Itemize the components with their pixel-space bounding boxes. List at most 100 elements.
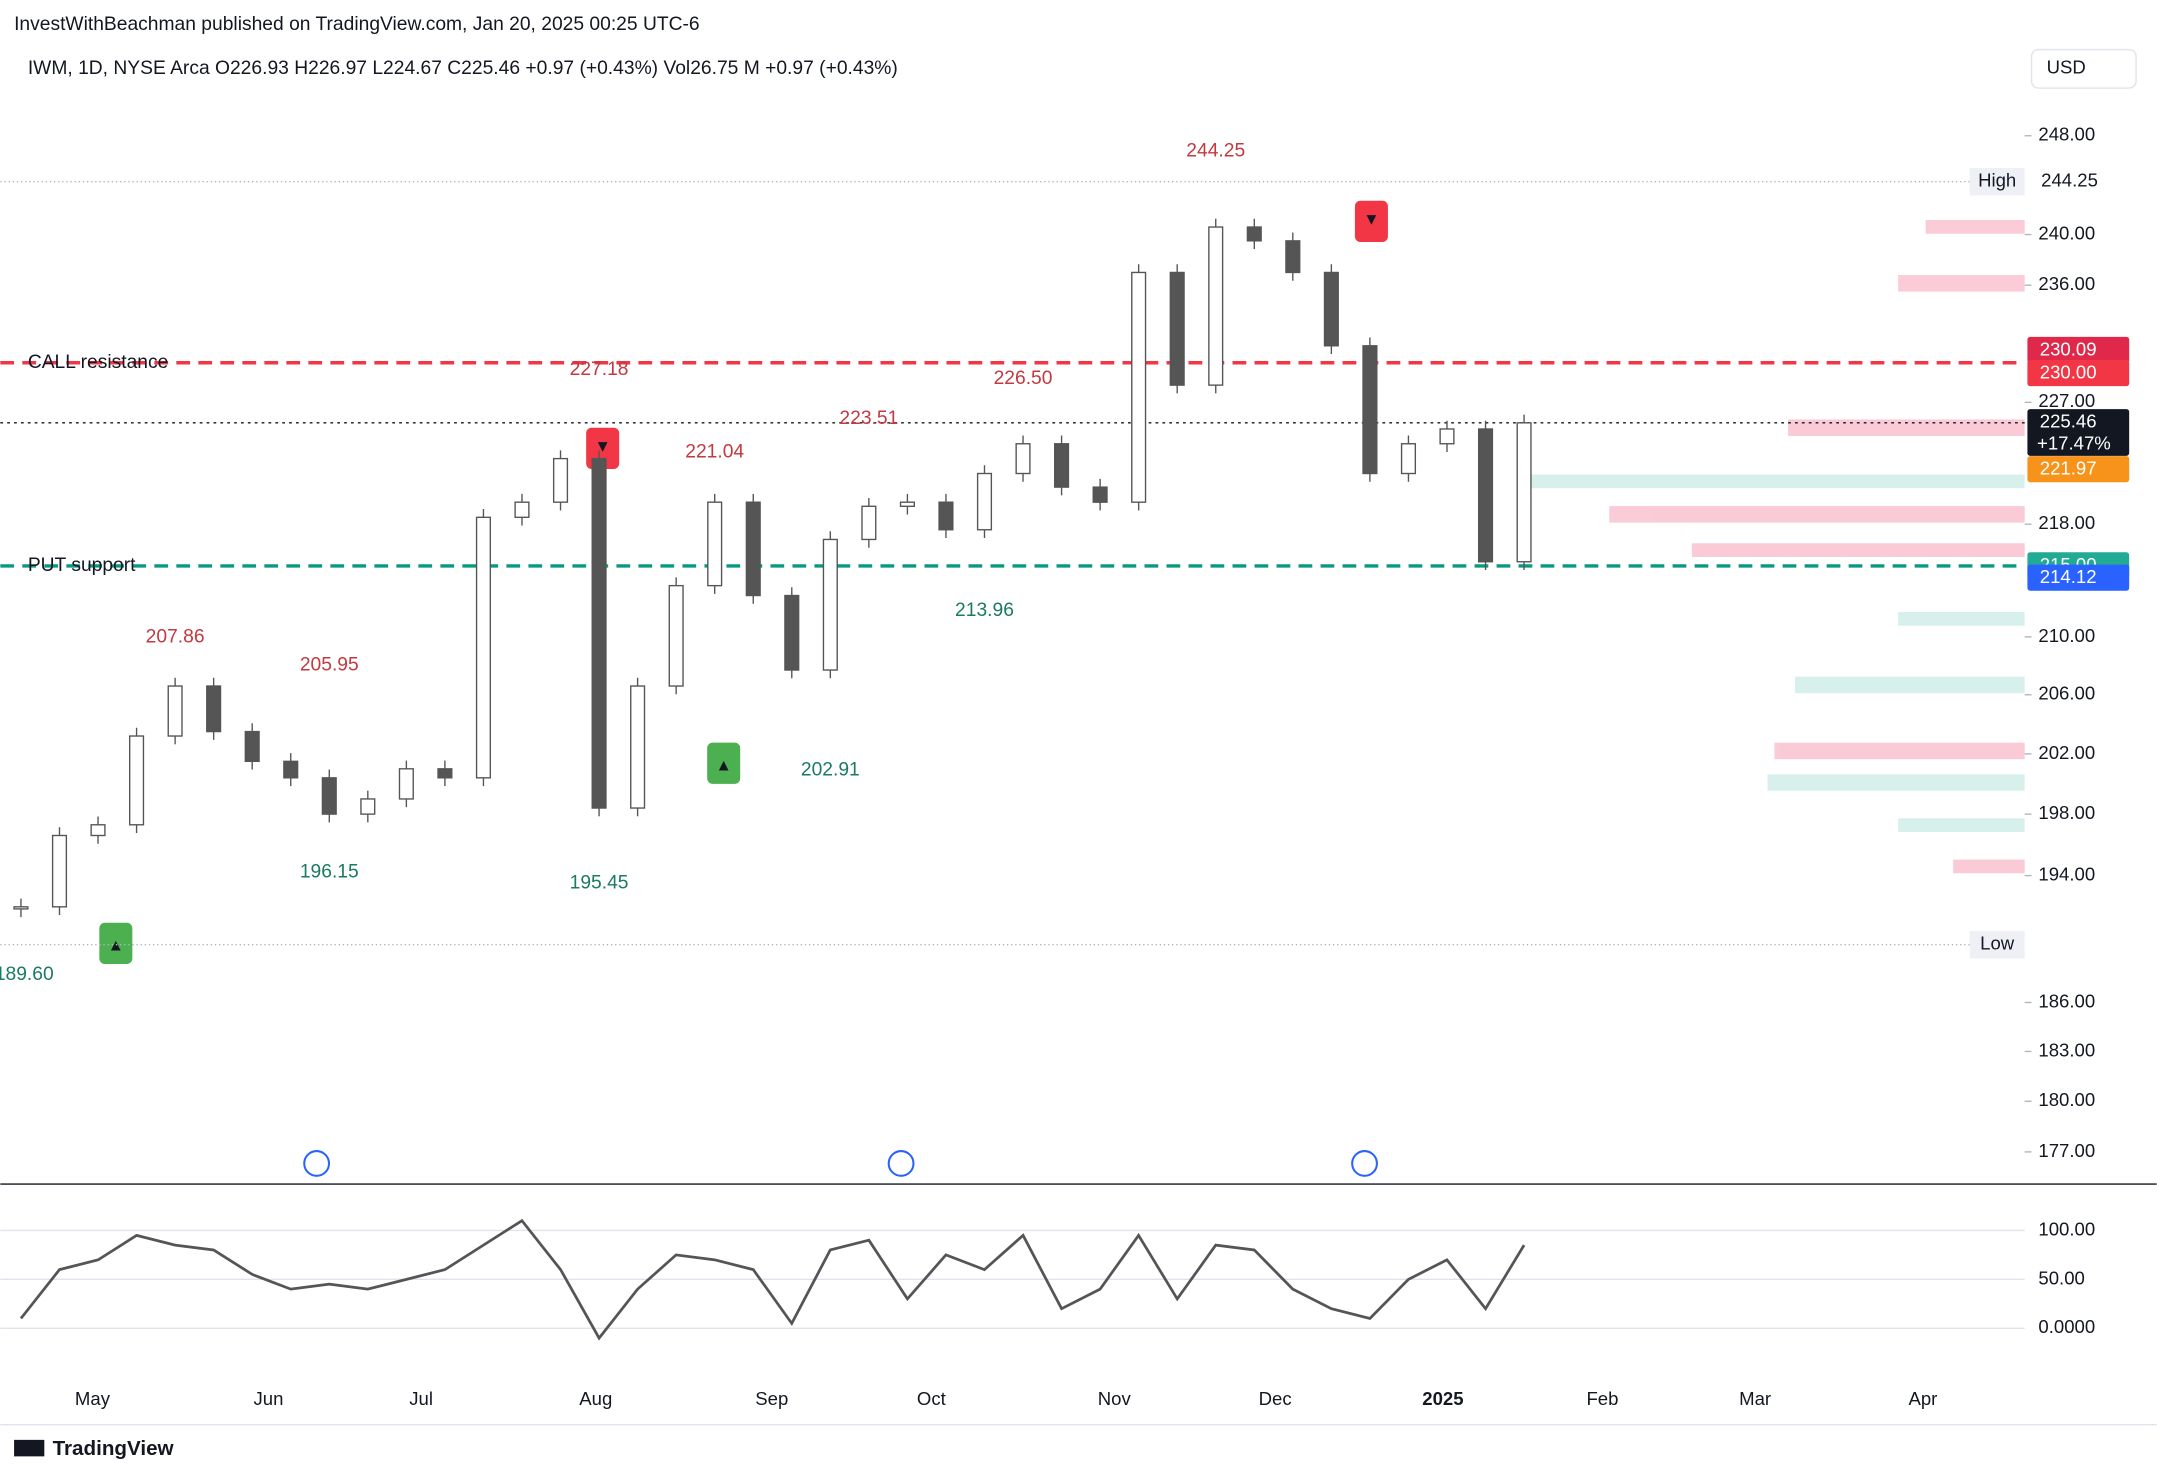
level-label: PUT support bbox=[28, 555, 136, 576]
price-annotation: 207.86 bbox=[146, 627, 205, 648]
x-tick-label: 2025 bbox=[1422, 1388, 1463, 1409]
x-tick-label: Jun bbox=[254, 1388, 284, 1409]
candle bbox=[1516, 422, 1532, 563]
logo bbox=[14, 1439, 45, 1457]
price-annotation: 227.18 bbox=[570, 359, 629, 380]
x-tick-label: Aug bbox=[579, 1388, 612, 1409]
osc-tick-label: 100.00 bbox=[2038, 1218, 2095, 1239]
high-tag bbox=[1969, 167, 2025, 196]
osc-tick-label: 0.0000 bbox=[2038, 1316, 2095, 1337]
candle bbox=[861, 505, 877, 541]
y-tick-label: 227.00 bbox=[2038, 390, 2095, 411]
y-tick-label: 186.00 bbox=[2038, 990, 2095, 1011]
y-tick-label: 198.00 bbox=[2038, 802, 2095, 823]
price-tag-change: +17.47% bbox=[2037, 433, 2111, 454]
y-tick-label: 206.00 bbox=[2038, 683, 2095, 704]
candle bbox=[13, 906, 29, 910]
price-annotation: 195.45 bbox=[570, 873, 629, 894]
candle bbox=[321, 777, 337, 815]
candle bbox=[244, 730, 260, 763]
price-tag bbox=[2027, 409, 2130, 456]
candle bbox=[899, 501, 915, 507]
candle bbox=[360, 798, 376, 815]
price-annotation: 196.15 bbox=[300, 862, 359, 883]
candle bbox=[1362, 345, 1378, 475]
svg-text:▲: ▲ bbox=[716, 756, 732, 774]
oscillator-line bbox=[19, 1218, 1526, 1341]
high-label: High bbox=[1978, 170, 2016, 191]
publisher: InvestWithBeachman published on TradingV… bbox=[14, 14, 700, 35]
x-tick-label: Jul bbox=[409, 1388, 433, 1409]
y-tick-label: 177.00 bbox=[2038, 1140, 2095, 1161]
price-annotation: 244.25 bbox=[1186, 140, 1245, 161]
x-tick-label: Apr bbox=[1908, 1388, 1937, 1409]
low-tag bbox=[1969, 930, 2025, 959]
y-tick-label: 194.00 bbox=[2038, 864, 2095, 885]
x-tick-label: May bbox=[75, 1388, 111, 1409]
candle bbox=[707, 501, 723, 587]
candle bbox=[976, 472, 993, 531]
y-tick-label: 236.00 bbox=[2038, 273, 2095, 294]
price-annotation: 202.91 bbox=[801, 760, 860, 781]
dividend-markers bbox=[303, 1150, 1378, 1177]
x-tick-label: Oct bbox=[917, 1388, 947, 1409]
candle bbox=[1015, 443, 1031, 475]
candle bbox=[1400, 443, 1417, 475]
candle bbox=[129, 735, 145, 826]
price-annotation: 226.50 bbox=[994, 368, 1053, 389]
x-tick-label: Feb bbox=[1586, 1388, 1618, 1409]
candle bbox=[514, 501, 530, 518]
candle bbox=[822, 538, 838, 671]
candle bbox=[437, 768, 453, 779]
candle bbox=[475, 516, 492, 779]
candle bbox=[784, 594, 800, 671]
price-annotation: 213.96 bbox=[955, 600, 1014, 621]
candle bbox=[630, 685, 646, 809]
y-tick-label: 240.00 bbox=[2038, 222, 2095, 243]
price-tag bbox=[2027, 564, 2130, 591]
y-tick-label: 183.00 bbox=[2038, 1039, 2095, 1060]
price-annotation: 223.51 bbox=[839, 408, 898, 429]
y-tick-label: 210.00 bbox=[2038, 625, 2095, 646]
price-tag bbox=[2027, 360, 2130, 387]
y-tick-label: 218.00 bbox=[2038, 512, 2095, 533]
svg-text:▲: ▲ bbox=[108, 937, 124, 955]
currency: USD bbox=[2047, 57, 2086, 78]
candle bbox=[668, 584, 684, 687]
candle bbox=[1439, 428, 1455, 445]
x-tick-label: Sep bbox=[755, 1388, 788, 1409]
candle bbox=[398, 768, 414, 800]
candle bbox=[591, 457, 607, 809]
legend: IWM, 1D, NYSE Arca O226.93 H226.97 L224.… bbox=[28, 58, 898, 79]
low-label: Low bbox=[1980, 933, 2015, 954]
x-tick-label: Nov bbox=[1098, 1388, 1132, 1409]
price-tag bbox=[2027, 336, 2130, 363]
candle bbox=[1246, 226, 1262, 242]
candle bbox=[1477, 428, 1494, 563]
price-tag-label: 214.12 bbox=[2040, 566, 2097, 587]
candle bbox=[1054, 443, 1070, 488]
candle bbox=[90, 824, 106, 837]
volume-profile bbox=[1526, 220, 2025, 874]
candle bbox=[745, 501, 761, 597]
candle bbox=[1323, 271, 1339, 347]
price-tag bbox=[2027, 456, 2130, 483]
price-annotation: 221.04 bbox=[685, 441, 744, 462]
price-tag-label: 230.09 bbox=[2040, 339, 2097, 360]
candle bbox=[938, 501, 954, 531]
footer: TradingView bbox=[53, 1437, 175, 1460]
y-tick-label: 180.00 bbox=[2038, 1089, 2095, 1110]
candle bbox=[1169, 271, 1185, 386]
osc-tick-label: 50.00 bbox=[2038, 1267, 2084, 1288]
price-tag-label: 230.00 bbox=[2040, 362, 2097, 383]
x-tick-label: Dec bbox=[1259, 1388, 1292, 1409]
currency-button[interactable] bbox=[2030, 48, 2137, 89]
candle bbox=[206, 685, 222, 733]
y-tick-label: 202.00 bbox=[2038, 742, 2095, 763]
price-annotation: 205.95 bbox=[300, 654, 359, 675]
candle bbox=[283, 760, 299, 779]
price-tag-label: 225.46 bbox=[2040, 411, 2097, 432]
candle bbox=[1131, 271, 1147, 503]
